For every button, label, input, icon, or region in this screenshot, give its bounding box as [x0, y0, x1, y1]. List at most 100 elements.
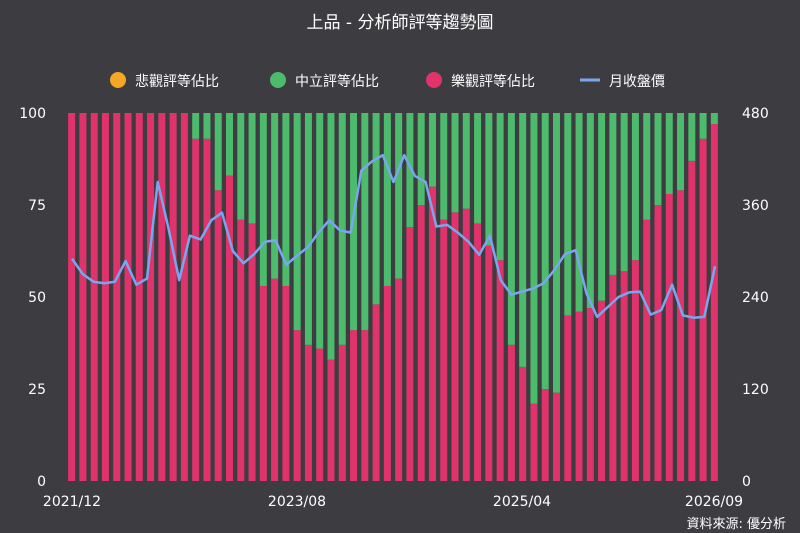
bar-optimistic — [654, 205, 662, 481]
bar-optimistic — [665, 193, 673, 481]
bar-neutral — [688, 113, 696, 161]
bar-optimistic — [101, 113, 109, 481]
bar-neutral — [214, 113, 222, 191]
bar-neutral — [530, 113, 538, 404]
bar-neutral — [192, 113, 200, 139]
bar-neutral — [361, 113, 369, 331]
bar-neutral — [237, 113, 245, 220]
bar-neutral — [259, 113, 267, 286]
legend-marker — [270, 72, 286, 88]
bar-optimistic — [553, 392, 560, 481]
bar-optimistic — [214, 190, 222, 481]
bar-optimistic — [383, 285, 391, 481]
bar-optimistic — [485, 245, 493, 481]
bar-neutral — [226, 113, 233, 176]
y-left-tick-label: 25 — [28, 382, 46, 398]
bar-optimistic — [710, 124, 718, 481]
bar-neutral — [383, 113, 391, 286]
y-right-tick-label: 480 — [742, 106, 769, 122]
bar-optimistic — [519, 366, 527, 481]
bar-neutral — [710, 113, 718, 125]
bar-neutral — [406, 113, 414, 228]
bar-optimistic — [192, 138, 200, 481]
bar-optimistic — [564, 315, 572, 481]
bar-neutral — [643, 113, 651, 220]
bar-optimistic — [237, 219, 245, 481]
bar-optimistic — [135, 113, 143, 481]
bar-optimistic — [68, 113, 76, 481]
x-tick-label: 2026/09 — [685, 494, 743, 510]
x-tick-label: 2023/08 — [268, 494, 326, 510]
y-right-tick-label: 0 — [742, 474, 751, 490]
chart-title: 上品 - 分析師評等趨勢圖 — [307, 13, 494, 33]
bar-optimistic — [541, 389, 549, 481]
bar-optimistic — [304, 344, 312, 481]
bar-optimistic — [124, 113, 132, 481]
price-line — [70, 153, 717, 319]
bar-neutral — [282, 113, 290, 286]
bar-neutral — [541, 113, 549, 389]
y-right-tick-label: 360 — [742, 198, 769, 214]
bar-optimistic — [417, 205, 425, 481]
bar-optimistic — [507, 344, 515, 481]
bar-optimistic — [147, 113, 155, 481]
bar-optimistic — [259, 285, 267, 481]
bar-neutral — [203, 113, 211, 139]
bar-neutral — [428, 113, 436, 187]
bar-optimistic — [361, 330, 369, 481]
bar-neutral — [462, 113, 470, 209]
legend-marker — [426, 72, 442, 88]
bar-neutral — [304, 113, 312, 345]
bar-optimistic — [631, 260, 639, 481]
bar-optimistic — [530, 403, 538, 481]
bar-optimistic — [338, 344, 346, 481]
bar-optimistic — [699, 138, 707, 481]
bar-neutral — [677, 113, 685, 191]
y-right-tick-label: 240 — [742, 290, 769, 306]
bar-optimistic — [169, 113, 177, 481]
bar-neutral — [417, 113, 425, 205]
bar-optimistic — [688, 160, 696, 481]
bar-optimistic — [316, 348, 324, 481]
bar-neutral — [609, 113, 617, 275]
legend-label: 悲觀評等佔比 — [135, 73, 219, 90]
bar-optimistic — [575, 311, 583, 481]
bar-neutral — [519, 113, 527, 367]
legend-marker — [110, 72, 126, 88]
bar-neutral — [665, 113, 673, 194]
bar-neutral — [327, 113, 335, 360]
bar-optimistic — [271, 278, 279, 481]
bar-optimistic — [643, 219, 651, 481]
bar-optimistic — [372, 304, 380, 481]
bar-optimistic — [248, 223, 256, 481]
bar-optimistic — [293, 330, 301, 481]
source-note: 資料來源: 優分析 — [686, 517, 786, 532]
bar-optimistic — [79, 113, 87, 481]
bar-neutral — [507, 113, 515, 345]
bar-neutral — [248, 113, 256, 224]
y-left-tick-label: 75 — [28, 198, 46, 214]
bar-optimistic — [327, 359, 335, 481]
bar-optimistic — [350, 330, 358, 481]
bar-optimistic — [496, 260, 504, 481]
bar-optimistic — [158, 113, 166, 481]
bar-optimistic — [474, 223, 482, 481]
bar-optimistic — [451, 212, 459, 482]
bar-optimistic — [428, 186, 436, 481]
bar-neutral — [338, 113, 346, 345]
x-tick-label: 2021/12 — [43, 494, 101, 510]
bar-neutral — [575, 113, 583, 312]
bar-optimistic — [395, 278, 403, 481]
bar-neutral — [474, 113, 482, 224]
bar-optimistic — [620, 271, 628, 481]
bar-neutral — [598, 113, 606, 301]
bar-neutral — [440, 113, 448, 220]
bar-optimistic — [180, 113, 188, 481]
bar-optimistic — [598, 300, 606, 481]
bar-optimistic — [226, 175, 233, 481]
y-right-tick-label: 120 — [742, 382, 769, 398]
bar-optimistic — [406, 227, 414, 481]
bar-neutral — [699, 113, 707, 139]
